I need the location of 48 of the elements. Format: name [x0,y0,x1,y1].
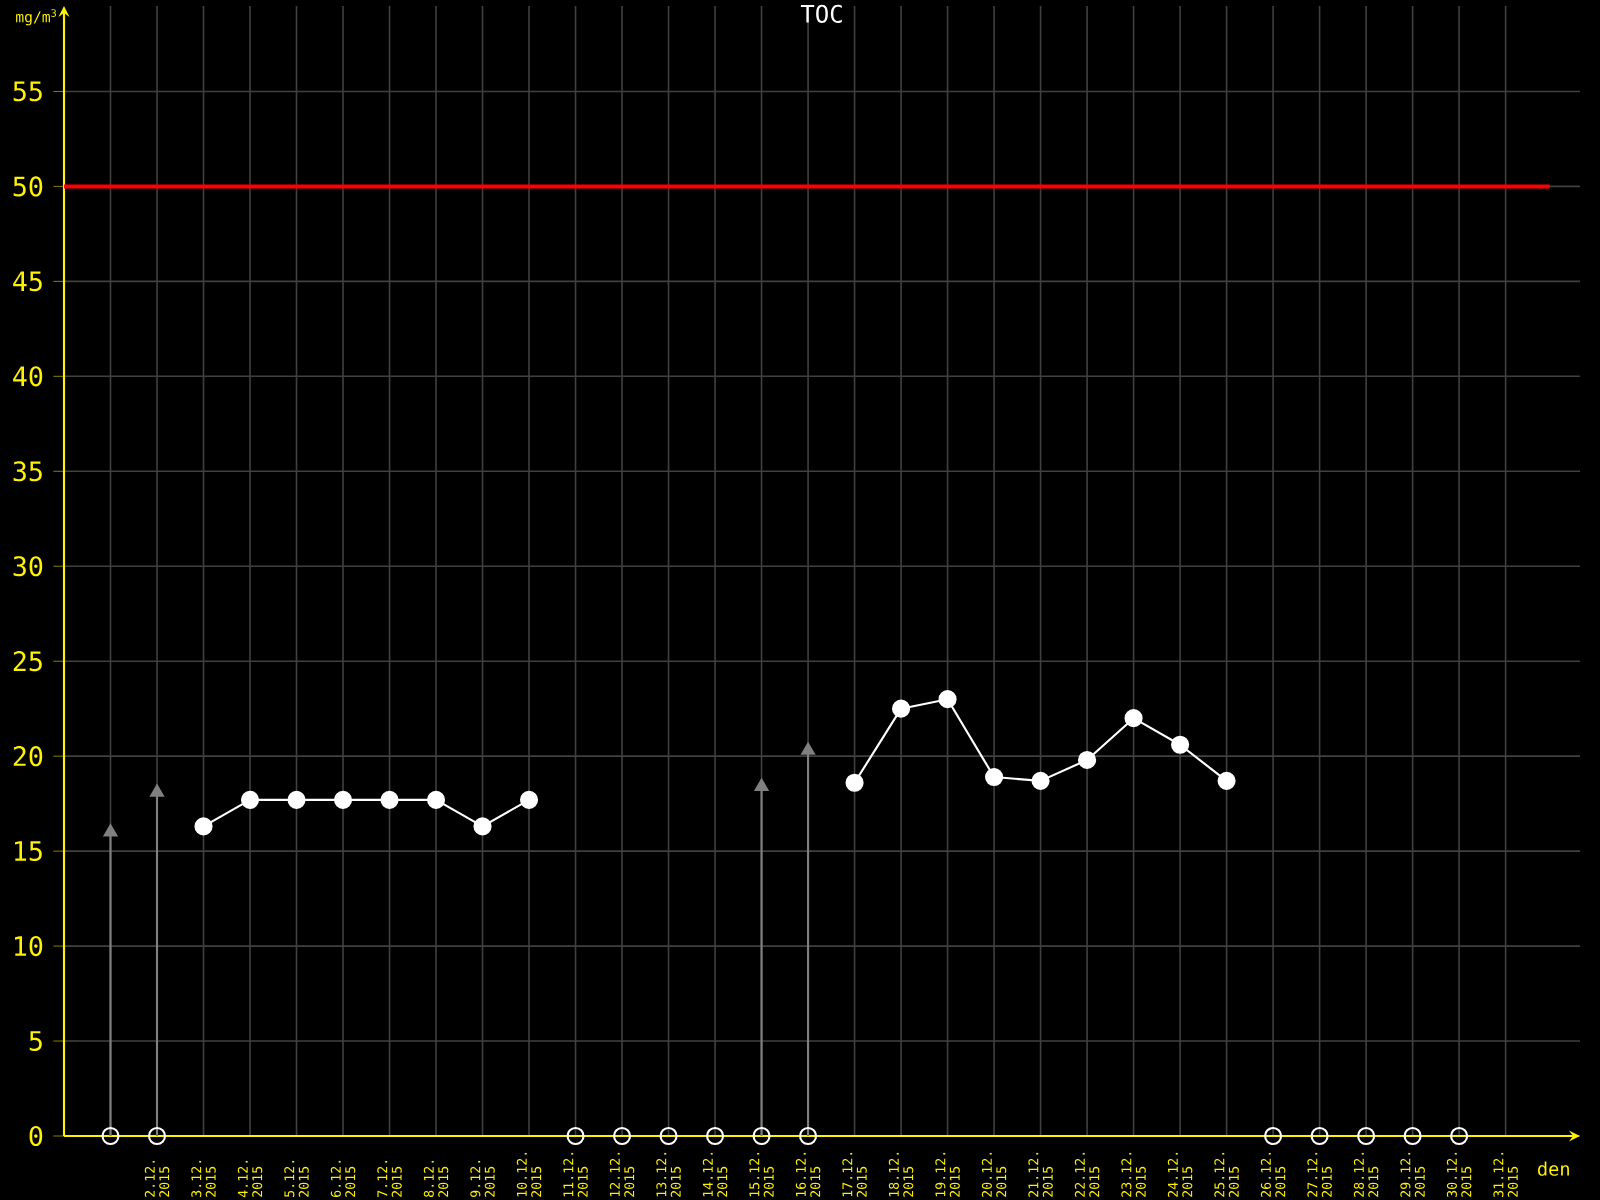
point [1264,1126,1283,1146]
y-tick-label: 40 [13,366,43,387]
y-tick-label: 0 [29,1125,43,1147]
point [1357,1126,1376,1146]
point [752,1126,771,1146]
point [333,790,353,809]
point [150,784,164,797]
point [754,778,769,791]
y-tick-label: 55 [13,81,42,102]
point [891,699,911,718]
chart-title: TOC [800,4,842,23]
point [801,742,815,755]
point [426,790,446,809]
y-tick-label: 25 [13,651,42,672]
point [1310,1126,1329,1146]
point [1171,735,1190,754]
y-tick-label: 50 [13,176,43,197]
y-tick-label: 10 [15,935,43,957]
point [845,773,864,792]
point [659,1126,678,1146]
y-tick-label: 45 [13,271,42,292]
point [1124,709,1143,728]
point [147,1126,167,1146]
y-tick-label: 20 [13,746,43,767]
point [612,1126,632,1146]
point [938,690,957,709]
y-tick-label: 30 [13,556,43,577]
point [380,790,399,809]
y-tick-label: 35 [13,461,42,482]
point [194,817,213,836]
point [287,790,306,809]
point [240,790,260,809]
point [985,767,1004,787]
point [1450,1126,1469,1146]
point [1031,771,1050,790]
point [1078,750,1097,770]
point [103,824,118,837]
point [798,1126,818,1146]
y-tick-label: 5 [29,1031,42,1051]
point [1403,1126,1422,1146]
point [473,817,492,836]
y-tick-label: 15 [15,841,42,862]
point [1217,771,1236,790]
point [566,1126,585,1146]
x-axis-title: den [1538,1161,1569,1176]
point [705,1126,725,1146]
point [519,790,539,809]
point [101,1126,120,1146]
